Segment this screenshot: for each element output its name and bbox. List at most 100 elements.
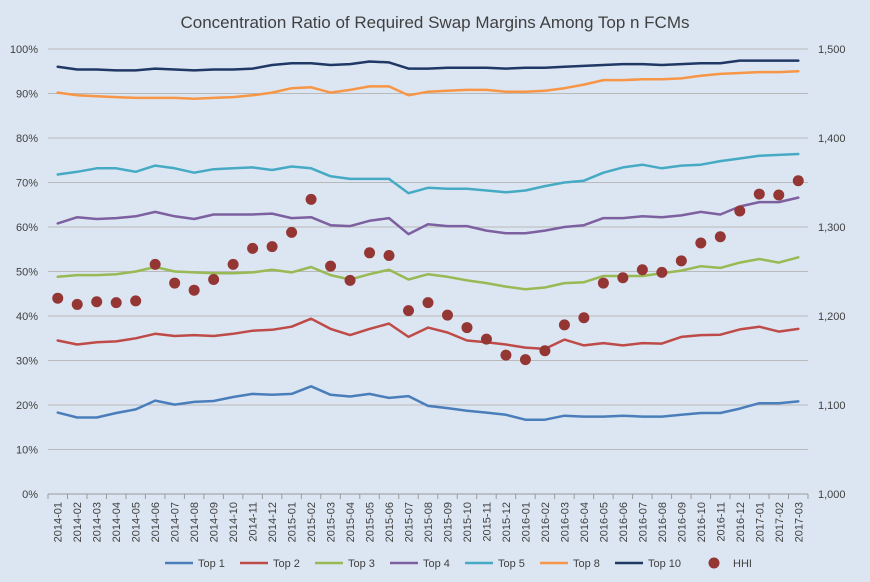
x-tick-label: 2014-02 (72, 502, 84, 542)
hhi-point (519, 354, 531, 366)
hhi-point (617, 272, 629, 284)
legend-label-top-5: Top 5 (498, 558, 525, 570)
hhi-point (695, 237, 707, 249)
x-tick-label: 2016-02 (540, 502, 552, 542)
gridlines (48, 48, 808, 495)
legend-label-top-2: Top 2 (273, 558, 300, 570)
hhi-point (364, 247, 376, 259)
x-axis: 2014-01 2014-02 2014-03 2014-04 2014-05 2014-… (47, 493, 809, 542)
hhi-point (110, 297, 122, 309)
y-axis-left: 0% 10% 20% 30% 40% 50% 60% 70% 80% 90% 100% (10, 44, 38, 501)
series-line-top-8 (56, 70, 800, 101)
series-line-top-3 (56, 256, 800, 291)
y-tick-label: 60% (16, 222, 38, 234)
x-tick-label: 2016-12 (735, 502, 747, 542)
y2-tick-label: 1,100 (818, 400, 846, 412)
y-axis-right: 1,000 1,100 1,200 1,300 1,400 1,500 (818, 44, 846, 501)
hhi-point (208, 274, 220, 286)
series-line-top-2 (56, 317, 800, 351)
hhi-point (305, 193, 317, 205)
y-tick-label: 80% (16, 133, 38, 145)
hhi-point (714, 231, 726, 243)
x-tick-label: 2015-02 (306, 502, 318, 542)
hhi-point (188, 284, 200, 296)
hhi-point (227, 258, 239, 270)
hhi-point (286, 226, 298, 238)
hhi-point (325, 260, 337, 272)
hhi-point (558, 319, 570, 331)
hhi-point (266, 241, 278, 253)
hhi-point (130, 295, 142, 307)
hhi-point (71, 298, 83, 310)
hhi-point (169, 277, 181, 289)
x-tick-label: 2016-11 (715, 502, 727, 542)
hhi-point (480, 333, 492, 345)
x-tick-label: 2017-01 (754, 502, 766, 542)
legend-label-hhi: HHI (733, 558, 752, 570)
x-tick-label: 2015-10 (462, 502, 474, 542)
series-line-top-4 (56, 196, 800, 236)
series-lines (56, 59, 800, 421)
legend-label-top-3: Top 3 (348, 558, 375, 570)
x-tick-label: 2015-06 (384, 502, 396, 542)
x-tick-label: 2014-07 (170, 502, 182, 542)
hhi-point (500, 349, 512, 361)
x-tick-label: 2015-12 (501, 502, 513, 542)
y-tick-label: 10% (16, 445, 38, 457)
hhi-point (441, 309, 453, 321)
y2-tick-label: 1,300 (818, 222, 846, 234)
x-tick-label: 2016-01 (520, 502, 532, 542)
y-tick-label: 70% (16, 178, 38, 190)
y-tick-label: 90% (16, 89, 38, 101)
legend-label-top-8: Top 8 (573, 558, 600, 570)
hhi-point (578, 312, 590, 324)
y2-tick-label: 1,400 (818, 133, 846, 145)
x-tick-label: 2015-09 (442, 502, 454, 542)
x-tick-label: 2017-02 (774, 502, 786, 542)
x-tick-label: 2014-09 (209, 502, 221, 542)
x-tick-label: 2016-06 (618, 502, 630, 542)
x-tick-label: 2015-04 (345, 502, 357, 542)
x-tick-label: 2014-10 (228, 502, 240, 542)
x-tick-label: 2014-04 (111, 502, 123, 542)
legend-label-top-4: Top 4 (423, 558, 450, 570)
x-tick-label: 2015-07 (404, 502, 416, 542)
x-tick-label: 2017-03 (793, 502, 805, 542)
hhi-point (539, 345, 551, 357)
x-tick-label: 2014-05 (131, 502, 143, 542)
hhi-point (52, 292, 64, 304)
x-tick-label: 2015-08 (423, 502, 435, 542)
legend-label-top-1: Top 1 (198, 558, 225, 570)
y-tick-label: 30% (16, 356, 38, 368)
hhi-point (149, 258, 161, 270)
series-line-top-5 (56, 152, 800, 195)
x-tick-label: 2016-05 (598, 502, 610, 542)
hhi-point (636, 264, 648, 276)
x-tick-label: 2016-07 (637, 502, 649, 542)
x-tick-label: 2015-05 (365, 502, 377, 542)
legend: Top 1 Top 2 Top 3 Top 4 Top 5 Top 8 Top 10 HHI (165, 557, 752, 570)
legend-label-top-10: Top 10 (648, 558, 681, 570)
y-tick-label: 100% (10, 44, 38, 56)
x-tick-label: 2014-01 (53, 502, 65, 542)
y2-tick-label: 1,200 (818, 311, 846, 323)
hhi-point (344, 274, 356, 286)
hhi-point (656, 266, 668, 278)
hhi-point (773, 189, 785, 201)
x-tick-label: 2016-03 (559, 502, 571, 542)
series-line-top-1 (56, 385, 800, 421)
x-tick-label: 2016-04 (579, 502, 591, 542)
x-tick-label: 2016-08 (657, 502, 669, 542)
legend-swatch-hhi (708, 557, 720, 569)
x-tick-label: 2015-11 (481, 502, 493, 542)
series-line-top-10 (56, 59, 800, 72)
x-tick-label: 2014-03 (92, 502, 104, 542)
hhi-point (403, 305, 415, 317)
y-tick-label: 50% (16, 267, 38, 279)
hhi-point (91, 296, 103, 308)
y-tick-label: 0% (22, 489, 38, 501)
x-tick-label: 2014-06 (150, 502, 162, 542)
x-tick-label: 2015-01 (287, 502, 299, 542)
y-tick-label: 20% (16, 400, 38, 412)
